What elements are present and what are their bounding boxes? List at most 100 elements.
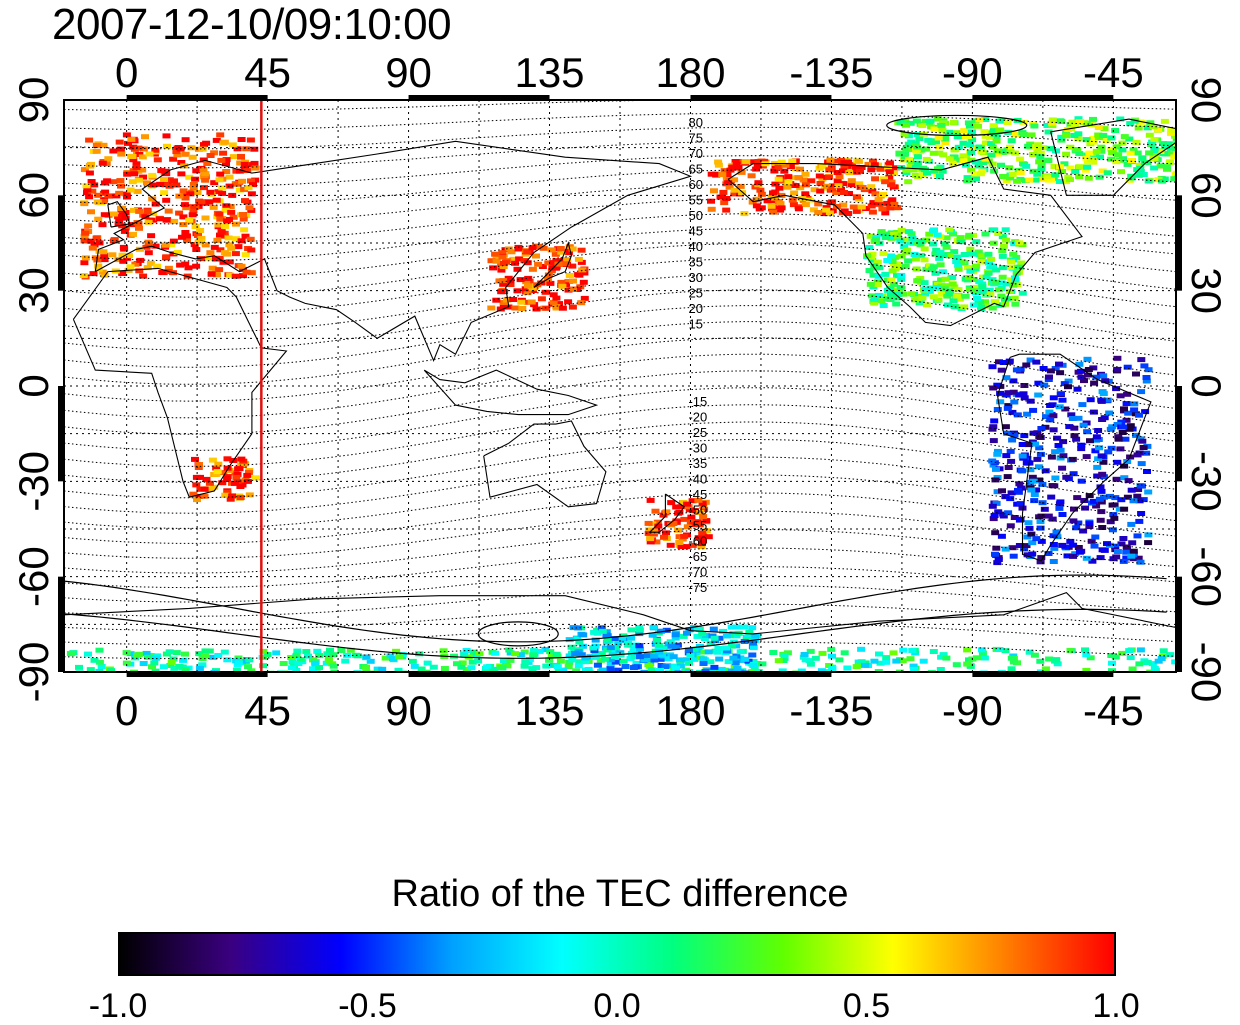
heat-cell [1082, 555, 1091, 561]
heat-cell [698, 541, 706, 546]
heat-cell [218, 185, 227, 191]
heat-cell [809, 207, 818, 213]
heat-cell [183, 237, 191, 243]
heat-cell [1049, 559, 1058, 564]
heat-cell [229, 214, 238, 220]
heat-cell [1098, 168, 1107, 174]
heat-cell [913, 160, 922, 166]
heat-cell [1009, 659, 1018, 665]
heat-cell [85, 194, 94, 200]
heat-cell [1060, 381, 1069, 387]
heat-cell [1134, 555, 1143, 561]
heat-cell [924, 137, 933, 143]
heat-cell [887, 291, 895, 297]
heat-cell [688, 498, 697, 504]
heat-cell [1074, 136, 1083, 142]
heat-cell [196, 486, 205, 492]
heat-cell [169, 238, 178, 244]
heat-cell [1056, 370, 1065, 376]
heat-cell [747, 173, 756, 179]
heat-cell [978, 647, 986, 653]
heat-cell [1139, 172, 1148, 177]
heat-cell [781, 162, 790, 168]
coastline [1050, 118, 1176, 196]
heat-cell [175, 193, 184, 199]
heat-cell [1097, 499, 1106, 505]
contour-label: -25 [688, 425, 707, 440]
heat-cell [1113, 549, 1122, 554]
heat-cell [909, 167, 918, 173]
heat-cell [151, 201, 160, 207]
heat-cell [1006, 144, 1014, 150]
heat-cell [826, 167, 834, 173]
heat-cell [783, 650, 792, 656]
heat-cell [1093, 473, 1102, 479]
heat-cell [251, 165, 260, 171]
heat-cell [181, 151, 190, 157]
heat-cell [86, 667, 95, 672]
heat-cell [769, 209, 778, 215]
contour-line [64, 321, 1176, 385]
heat-cell [212, 137, 221, 143]
heat-cell [1127, 553, 1136, 559]
heat-cell [610, 654, 619, 660]
heat-cell [1033, 171, 1042, 177]
heat-cell [1051, 366, 1060, 371]
heat-cell [1029, 430, 1038, 436]
heat-cell [66, 651, 75, 657]
heat-cell [1006, 149, 1015, 155]
heat-cell [972, 284, 981, 290]
heat-cell [816, 181, 825, 186]
heat-cell [524, 275, 533, 281]
heat-cell [175, 663, 184, 669]
heat-cell [211, 256, 220, 262]
heat-cell [322, 660, 331, 666]
heat-cell [1113, 355, 1122, 361]
heat-cell [911, 297, 920, 303]
contour-line [64, 528, 1176, 574]
heat-cell [162, 197, 171, 203]
heat-cell [197, 235, 206, 241]
heat-cell [1084, 372, 1092, 378]
heat-cell [867, 203, 876, 209]
heat-cell [99, 249, 108, 255]
heat-cell [873, 279, 882, 285]
heat-cell [496, 306, 505, 312]
heat-cell [213, 237, 222, 243]
heat-cell [1173, 170, 1176, 176]
heat-cell [1096, 154, 1104, 160]
heat-cell [1122, 401, 1131, 407]
heat-cell [129, 144, 138, 150]
heat-cell [189, 182, 198, 187]
heat-cell [1079, 422, 1088, 428]
heat-cell [967, 157, 976, 163]
heat-cell [392, 648, 401, 654]
heat-cell [458, 660, 467, 666]
heat-cell [242, 146, 251, 152]
contour-line [64, 141, 1176, 169]
contour-label: -40 [688, 472, 707, 487]
heat-cell [606, 661, 615, 667]
heat-cell [992, 279, 1001, 285]
heat-cell [246, 236, 255, 242]
heat-cell [898, 658, 907, 664]
heat-cell [150, 660, 159, 666]
heat-cell [241, 233, 250, 239]
heat-cell [1159, 648, 1168, 654]
heat-cell [104, 156, 113, 162]
heat-cell [288, 659, 297, 665]
heat-cell [854, 158, 863, 164]
heat-cell [189, 491, 198, 497]
heat-cell [969, 145, 978, 150]
heat-cell [723, 172, 732, 178]
heat-cell [1059, 439, 1068, 445]
heat-cell [995, 359, 1003, 365]
heat-cell [241, 165, 250, 171]
heat-cell [888, 235, 897, 241]
heat-cell [999, 174, 1008, 179]
heat-cell [1011, 132, 1020, 137]
heat-cell [120, 246, 129, 252]
heat-cell [828, 665, 837, 671]
heat-cell [1128, 666, 1137, 672]
heat-cell [1137, 389, 1146, 395]
